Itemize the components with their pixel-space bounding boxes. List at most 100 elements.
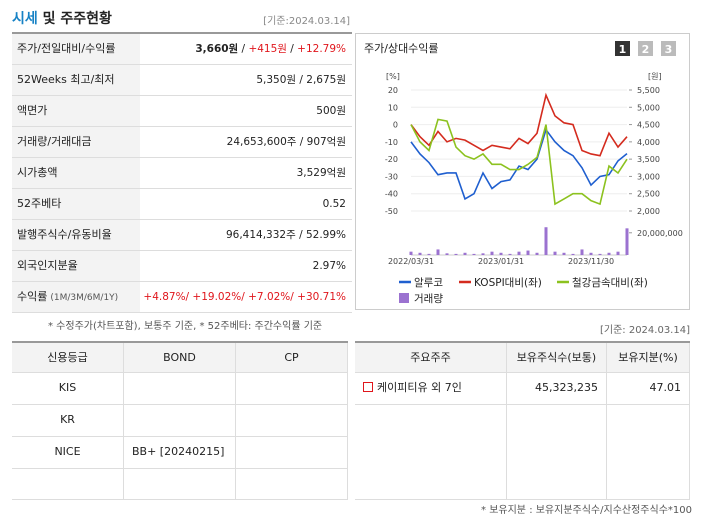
volume-bar (517, 251, 521, 255)
cell-text: KR (60, 413, 75, 426)
table-cell (124, 405, 236, 437)
tab-label: 1 (619, 43, 627, 56)
volume-bar (562, 252, 566, 255)
table-cell: 47.01 (607, 373, 690, 405)
legend-label: 거래량 (414, 293, 443, 305)
filler-cell (236, 469, 348, 500)
row-value: 500원 (316, 96, 346, 126)
header-cell: BOND (124, 343, 236, 373)
row-label: 52주베타 (12, 189, 140, 219)
title-rest: 및 주주현황 (42, 11, 112, 27)
table-cell: NICE (12, 437, 124, 469)
tab-button[interactable] (615, 41, 630, 56)
table-cell: 케이피티유 외 7인 (355, 373, 507, 405)
table-cell: 45,323,235 (507, 373, 607, 405)
header-cell: CP (236, 343, 348, 373)
tab-button[interactable] (638, 41, 653, 56)
volume-bar (625, 228, 629, 255)
volume-bar (418, 252, 422, 255)
label-text: 외국인지분율 (17, 259, 78, 272)
row-label: 주가/전일대비/수익률 (12, 34, 140, 64)
filler-cell (355, 405, 507, 500)
summary-row: 주가/전일대비/수익률 3,660원 / +415원 / +12.79% (12, 34, 352, 65)
credit-table: 신용등급 BOND CP KIS KR NICE BB+ [20240215] (12, 341, 348, 500)
y-tick-label: -50 (385, 207, 398, 216)
row-label: 외국인지분율 (12, 251, 140, 281)
cell-text: 케이피티유 외 7인 (377, 381, 462, 394)
holders-note: * 보유지분 : 보유지분주식수/지수산정주식수*100 (481, 505, 692, 516)
value-part: 500원 (316, 105, 346, 117)
volume-bar (445, 253, 449, 255)
y-tick-label: 20 (388, 86, 398, 95)
y-tick-label: -30 (385, 172, 398, 181)
tab-button[interactable] (661, 41, 676, 56)
value-part: +12.79% (297, 43, 346, 55)
y2-tick-label: 4,000 (637, 138, 660, 147)
filler-cell (124, 469, 236, 500)
legend-label: 철강금속대비(좌) (572, 277, 648, 289)
legend-label: KOSPI대비(좌) (474, 277, 542, 289)
x-tick-label: 2022/03/31 (388, 257, 434, 266)
legend-swatch (399, 293, 409, 303)
row-value: 3,660원 / +415원 / +12.79% (195, 34, 346, 64)
row-value: 96,414,332주 / 52.99% (226, 220, 346, 250)
label-text: 52Weeks 최고/최저 (17, 73, 115, 86)
volume-bar (535, 252, 539, 255)
volume-bar (436, 249, 440, 255)
title-highlight: 시세 (12, 11, 38, 27)
y2-tick-label: 2,000 (637, 207, 660, 216)
cell-text: KIS (58, 381, 77, 394)
row-label: 수익률 (1M/3M/6M/1Y) (12, 282, 140, 312)
volume-bar (454, 253, 458, 255)
volume-bar (580, 249, 584, 255)
x-tick-label: 2023/11/30 (568, 257, 614, 266)
y2-tick-label: 5,000 (637, 103, 660, 112)
value-part: 0.52 (322, 198, 346, 210)
label-text: 액면가 (17, 104, 48, 117)
y2-tick-label: 3,000 (637, 172, 660, 181)
volume-bar (508, 253, 512, 255)
volume-bar (553, 251, 557, 255)
label-text: 거래량/거래대금 (17, 135, 92, 148)
y2-tick-label: 2,500 (637, 190, 660, 199)
summary-row: 발행주식수/유동비율 96,414,332주 / 52.99% (12, 220, 352, 251)
y2-tick-label: 3,500 (637, 155, 660, 164)
value-part: 5,350원 / 2,675원 (256, 74, 346, 86)
holders-table: 주요주주 보유주식수(보통) 보유지분(%) 케이피티유 외 7인 45,323,235… (355, 341, 690, 500)
y2-tick-label: 5,500 (637, 86, 660, 95)
summary-table: 주가/전일대비/수익률 3,660원 / +415원 / +12.79% 52Wee… (12, 32, 352, 313)
header-cell: 신용등급 (12, 343, 124, 373)
summary-row: 시가총액 3,529억원 (12, 158, 352, 189)
volume-bar (616, 251, 620, 255)
value-part: 96,414,332주 / 52.99% (225, 229, 346, 241)
expand-icon (363, 382, 373, 392)
volume-bar (463, 252, 467, 255)
filler-cell (12, 469, 124, 500)
value-part: +415원 (248, 43, 287, 55)
label-text: 발행주식수/유동비율 (17, 228, 112, 241)
value-part: 3,660원 (195, 43, 239, 55)
summary-row: 수익률 (1M/3M/6M/1Y) +4.87%/ +19.02%/ +7.02%/… (12, 282, 352, 313)
cell-text: 45,323,235 (535, 381, 598, 394)
value-part: / (286, 43, 298, 55)
filler-cell (607, 405, 690, 500)
table-cell (236, 437, 348, 469)
row-value: 5,350원 / 2,675원 (256, 65, 346, 95)
cell-text: 47.01 (649, 381, 682, 394)
value-part: +4.87%/ +19.02%/ +7.02%/ +30.71% (143, 291, 346, 303)
row-value: 2.97% (313, 251, 346, 281)
volume-bar (499, 252, 503, 255)
line-series (410, 92, 628, 157)
row-label: 액면가 (12, 96, 140, 126)
row-label: 52Weeks 최고/최저 (12, 65, 140, 95)
filler-cell (507, 405, 607, 500)
header-cell: 주요주주 (355, 343, 507, 373)
line-series (410, 118, 628, 206)
volume-bar (472, 253, 476, 255)
y-tick-label: -40 (385, 190, 398, 199)
label-text: 시가총액 (17, 166, 58, 179)
row-value: 0.52 (323, 189, 346, 219)
row-value: 3,529억원 (297, 158, 346, 188)
line-series (410, 128, 628, 201)
